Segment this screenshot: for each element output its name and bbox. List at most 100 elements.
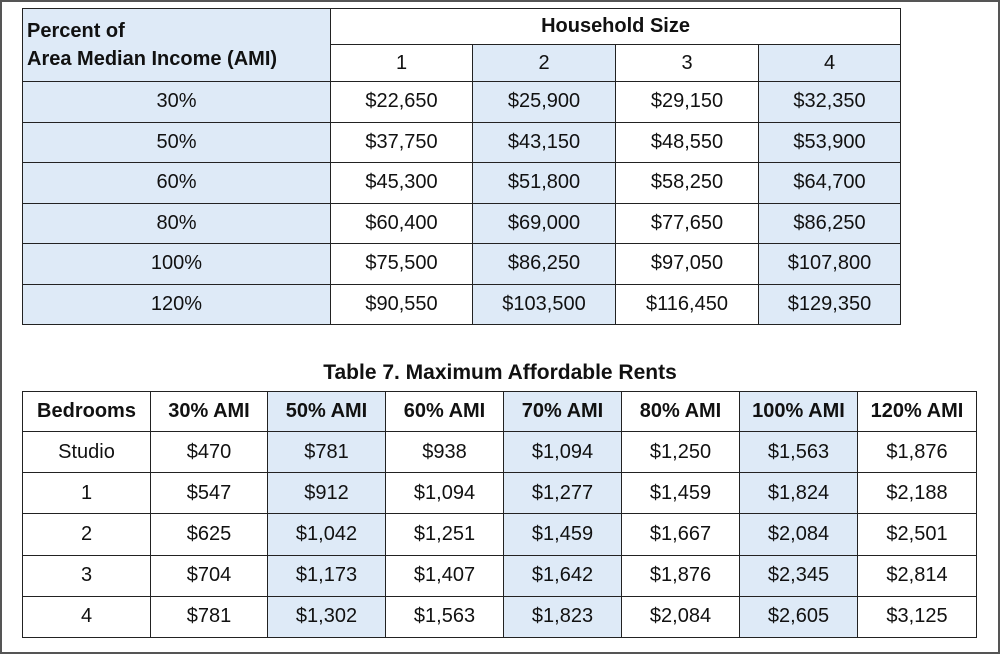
ami-percent-cell: 60% — [22, 162, 331, 204]
income-limit-cell: $43,150 — [472, 121, 616, 163]
rent-cell: $2,188 — [857, 472, 977, 515]
corner-line-1: Percent of — [27, 20, 125, 42]
income-limit-cell: $37,750 — [330, 121, 473, 163]
column-header: 50% AMI — [267, 391, 386, 432]
income-limit-cell: $25,900 — [472, 81, 616, 123]
rent-cell: $1,250 — [621, 430, 740, 474]
rent-cell: $1,876 — [857, 430, 977, 474]
rent-cell: $1,407 — [385, 554, 504, 597]
income-limit-cell: $97,050 — [615, 243, 759, 285]
income-limit-cell: $90,550 — [330, 283, 473, 325]
table7-title: Table 7. Maximum Affordable Rents — [323, 361, 677, 384]
income-limit-cell: $129,350 — [757, 283, 902, 325]
table-row: 30% $22,650 $25,900 $29,150 $32,350 — [22, 81, 902, 123]
table-row: 1 $547 $912 $1,094 $1,277 $1,459 $1,824 $2,188 — [22, 472, 977, 515]
table-row: 60% $45,300 $51,800 $58,250 $64,700 — [22, 162, 902, 204]
rent-cell: $1,823 — [503, 595, 622, 638]
rent-cell: $1,302 — [267, 595, 386, 638]
ami-corner-header: Percent of Area Median Income (AMI) — [22, 8, 331, 82]
income-limit-cell: $48,550 — [615, 121, 759, 163]
table-row: Studio $470 $781 $938 $1,094 $1,250 $1,563 $1,8… — [22, 430, 977, 474]
income-limit-cell: $69,000 — [472, 202, 616, 244]
ami-percent-cell: 120% — [22, 283, 331, 325]
table-row: 120% $90,550 $103,500 $116,450 $129,350 — [22, 283, 902, 325]
rent-cell: $704 — [150, 554, 268, 597]
rent-cell: $1,277 — [503, 472, 622, 515]
household-size-4: 4 — [757, 44, 902, 82]
column-header: 30% AMI — [150, 391, 268, 432]
rent-cell: $1,042 — [267, 513, 386, 556]
table-row: 3 $704 $1,173 $1,407 $1,642 $1,876 $2,345 $2,81… — [22, 554, 977, 597]
column-header: 100% AMI — [739, 391, 858, 432]
income-limit-cell: $86,250 — [757, 202, 902, 244]
income-limit-cell: $77,650 — [615, 202, 759, 244]
household-size-1: 1 — [330, 44, 473, 82]
rent-cell: $2,814 — [857, 554, 977, 597]
income-limit-cell: $45,300 — [330, 162, 473, 204]
bedrooms-cell: 2 — [22, 513, 151, 556]
rent-cell: $1,667 — [621, 513, 740, 556]
household-size-3: 3 — [615, 44, 759, 82]
ami-percent-cell: 100% — [22, 243, 331, 285]
bedrooms-cell: 3 — [22, 554, 151, 597]
income-limit-cell: $29,150 — [615, 81, 759, 123]
bedrooms-cell: Studio — [22, 430, 151, 474]
rent-cell: $3,125 — [857, 595, 977, 638]
rent-cell: $938 — [385, 430, 504, 474]
rent-cell: $1,642 — [503, 554, 622, 597]
rent-cell: $1,094 — [503, 430, 622, 474]
rent-cell: $470 — [150, 430, 268, 474]
column-header: 70% AMI — [503, 391, 622, 432]
table7-header-row: Bedrooms 30% AMI 50% AMI 60% AMI 70% AMI 80% … — [22, 391, 977, 432]
column-header: Bedrooms — [22, 391, 151, 432]
household-size-2: 2 — [472, 44, 616, 82]
column-header: 80% AMI — [621, 391, 740, 432]
rent-cell: $2,501 — [857, 513, 977, 556]
column-header: 60% AMI — [385, 391, 504, 432]
income-limit-cell: $53,900 — [757, 121, 902, 163]
income-limit-cell: $75,500 — [330, 243, 473, 285]
ami-percent-cell: 30% — [22, 81, 331, 123]
rent-cell: $1,094 — [385, 472, 504, 515]
max-rents-table: Bedrooms 30% AMI 50% AMI 60% AMI 70% AMI 80% … — [22, 391, 977, 638]
income-limits-table: Percent of Area Median Income (AMI) Hous… — [22, 8, 902, 325]
ami-percent-cell: 80% — [22, 202, 331, 244]
income-limit-cell: $22,650 — [330, 81, 473, 123]
income-limit-cell: $32,350 — [757, 81, 902, 123]
table-row: 50% $37,750 $43,150 $48,550 $53,900 — [22, 121, 902, 163]
table-row: 2 $625 $1,042 $1,251 $1,459 $1,667 $2,084 $2,50… — [22, 513, 977, 556]
income-limit-cell: $103,500 — [472, 283, 616, 325]
bedrooms-cell: 4 — [22, 595, 151, 638]
household-size-header: Household Size — [329, 8, 902, 45]
rent-cell: $1,251 — [385, 513, 504, 556]
income-limit-cell: $107,800 — [757, 243, 902, 285]
rent-cell: $2,084 — [739, 513, 858, 556]
rent-cell: $1,459 — [621, 472, 740, 515]
rent-cell: $1,459 — [503, 513, 622, 556]
rent-cell: $2,084 — [621, 595, 740, 638]
rent-cell: $912 — [267, 472, 386, 515]
income-limit-cell: $60,400 — [330, 202, 473, 244]
table-row: 100% $75,500 $86,250 $97,050 $107,800 — [22, 243, 902, 285]
income-limit-cell: $58,250 — [615, 162, 759, 204]
rent-cell: $547 — [150, 472, 268, 515]
rent-cell: $1,876 — [621, 554, 740, 597]
rent-cell: $781 — [150, 595, 268, 638]
rent-cell: $1,824 — [739, 472, 858, 515]
rent-cell: $1,173 — [267, 554, 386, 597]
corner-line-2: Area Median Income (AMI) — [27, 48, 278, 70]
column-header: 120% AMI — [857, 391, 977, 432]
table-row: 4 $781 $1,302 $1,563 $1,823 $2,084 $2,605 $3,12… — [22, 595, 977, 638]
table-row: 80% $60,400 $69,000 $77,650 $86,250 — [22, 202, 902, 244]
rent-cell: $625 — [150, 513, 268, 556]
rent-cell: $1,563 — [385, 595, 504, 638]
bedrooms-cell: 1 — [22, 472, 151, 515]
income-limit-cell: $64,700 — [757, 162, 902, 204]
rent-cell: $781 — [267, 430, 386, 474]
income-limit-cell: $86,250 — [472, 243, 616, 285]
income-limit-cell: $116,450 — [615, 283, 759, 325]
rent-cell: $1,563 — [739, 430, 858, 474]
ami-percent-cell: 50% — [22, 121, 331, 163]
income-limit-cell: $51,800 — [472, 162, 616, 204]
